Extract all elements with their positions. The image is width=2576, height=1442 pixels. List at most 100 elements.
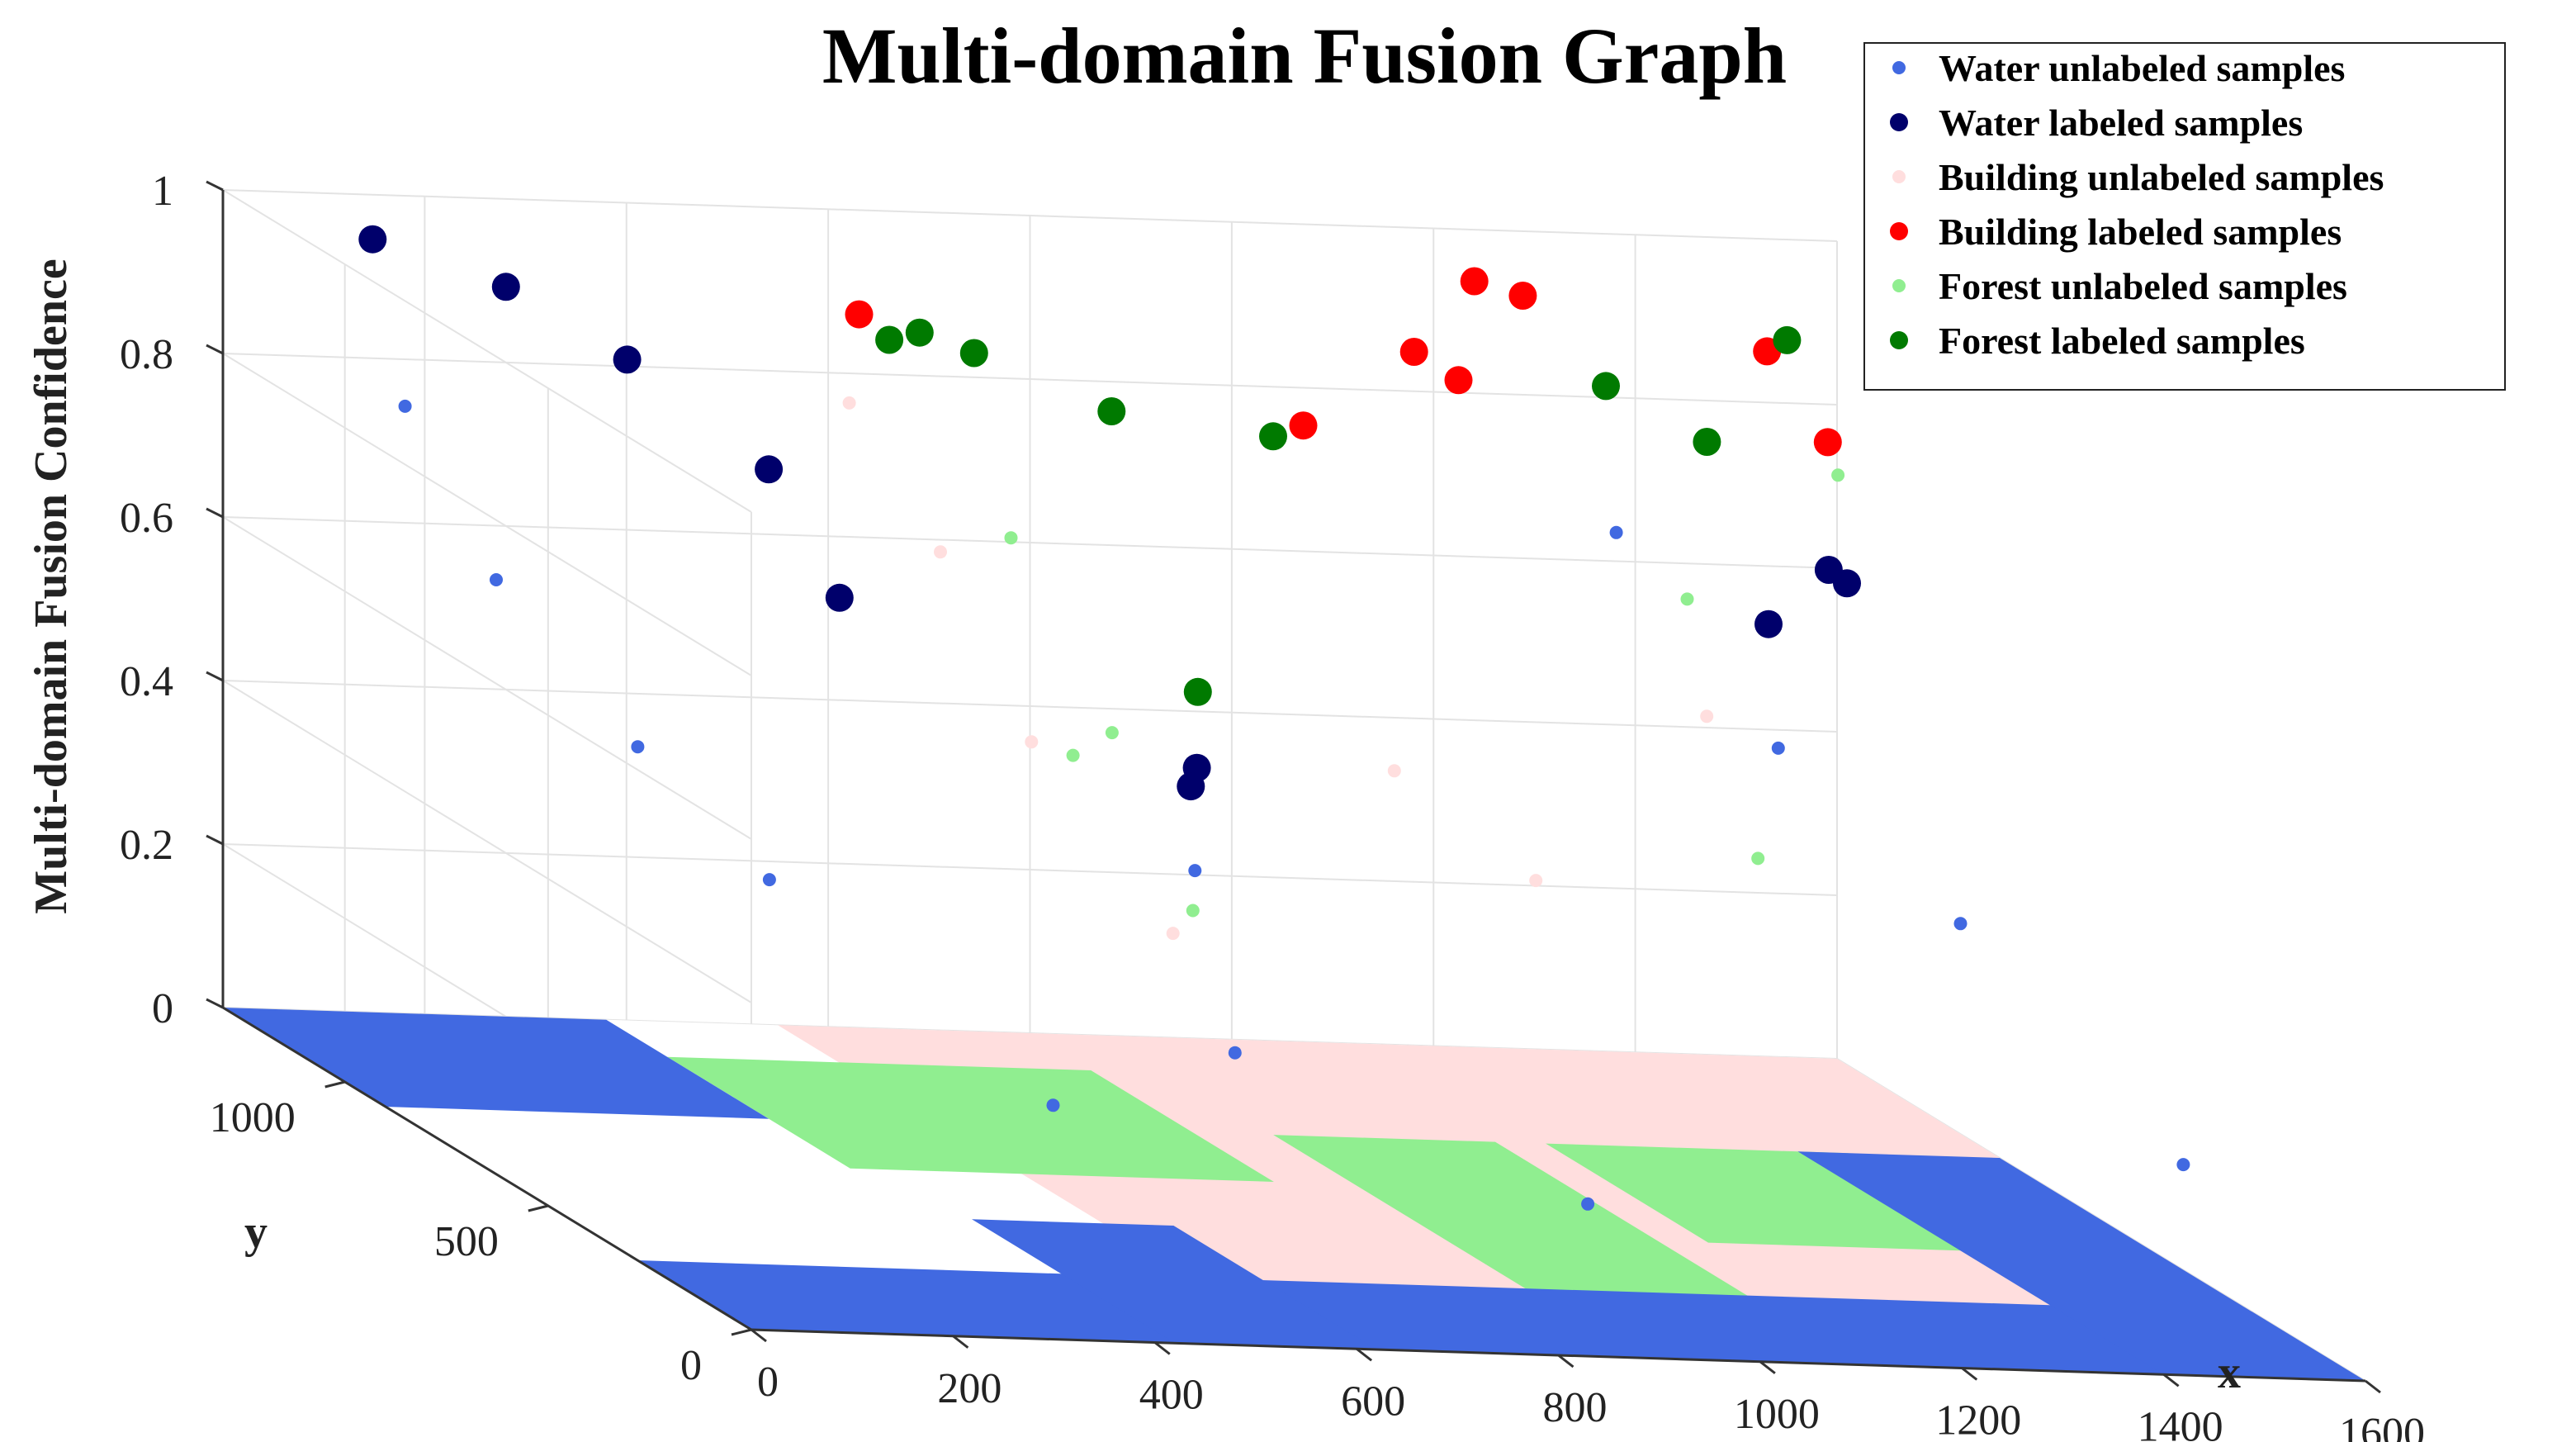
water-ground-region [972,1219,1377,1350]
forest-unlabeled-samples-point [1066,748,1080,762]
z-tick-label: 0.8 [120,331,173,378]
forest-unlabeled-samples-point [1105,726,1119,740]
legend-marker-forest-unlabeled-samples [1892,279,1906,292]
building-unlabeled-samples-point [934,545,947,559]
legend: Water unlabeled samples Water labeled sam… [1863,42,2506,391]
water-unlabeled-samples-point [490,573,503,586]
building-labeled-samples-point [1508,282,1537,310]
z-tick-label: 0.2 [120,822,173,869]
z-tick-mark [206,998,224,1009]
x-axis-label: x [2218,1347,2241,1398]
water-labeled-samples-point [613,345,642,374]
y-tick-label: 1000 [210,1094,296,1141]
water-labeled-samples-point [1754,610,1783,638]
building-labeled-samples-point [1460,267,1489,296]
legend-entry-building-labeled-samples: Building labeled samples [1939,211,2342,253]
chart-title: Multi-domain Fusion Graph [822,12,1787,100]
legend-marker-building-labeled-samples [1890,222,1908,240]
water-unlabeled-samples-point [1046,1098,1060,1112]
x-tick-label: 600 [1341,1378,1405,1425]
building-labeled-samples-point [1289,411,1318,440]
y-axis-line [222,1006,752,1331]
x-tick-label: 1000 [1734,1391,1820,1438]
water-unlabeled-samples-point [1581,1197,1595,1211]
forest-labeled-samples-point [1259,422,1287,451]
water-labeled-samples-point [491,273,520,301]
legend-entry-water-labeled-samples: Water labeled samples [1939,102,2303,144]
water-unlabeled-samples-point [1771,741,1785,755]
forest-unlabeled-samples-point [1831,468,1845,482]
water-unlabeled-samples-point [1228,1046,1242,1060]
legend-box [1863,42,2506,391]
z-tick-mark [206,180,224,192]
water-labeled-samples-point [755,455,784,484]
y-tick-label: 500 [434,1218,499,1265]
x-tick-mark [751,1328,767,1343]
forest-unlabeled-samples-point [1751,851,1765,866]
x-tick-mark [1153,1341,1171,1355]
water-labeled-samples-point [358,225,387,254]
z-axis-label: Multi-domain Fusion Confidence [26,259,77,913]
x-tick-label: 200 [937,1365,1002,1412]
x-tick-label: 1200 [1935,1397,2021,1442]
water-unlabeled-samples-point [398,399,412,413]
ground-surface-layer [223,1008,2366,1381]
z-tick-mark [206,507,224,519]
z-tick-label: 0.4 [120,658,173,705]
legend-entry-forest-unlabeled-samples: Forest unlabeled samples [1939,265,2347,307]
building-unlabeled-samples-point [1387,764,1401,778]
forest-labeled-samples-point [905,318,934,347]
forest-unlabeled-samples-point [1004,531,1018,545]
building-unlabeled-samples-point [1025,735,1039,749]
legend-entry-forest-labeled-samples: Forest labeled samples [1939,320,2305,362]
y-axis-label: y [244,1207,268,1258]
water-ground-region [637,1260,2366,1381]
building-unlabeled-samples-point [1166,927,1180,941]
x-tick-mark [952,1335,969,1349]
legend-marker-water-unlabeled-samples [1892,61,1906,74]
forest-labeled-samples-point [1773,325,1802,354]
forest-labeled-samples-point [1693,428,1721,456]
forest-labeled-samples-point [959,339,988,368]
forest-unlabeled-samples-point [1680,592,1694,606]
axis-layer: 0 200 400 600 800 1000 1200 1400 1600 0 500 1000 0 0.… [120,168,2425,1442]
building-labeled-samples-point [1399,338,1428,366]
building-labeled-samples-point [845,300,874,329]
y-tick-label: 0 [680,1342,702,1389]
x-tick-label: 1400 [2138,1403,2223,1442]
x-tick-mark [2365,1379,2381,1394]
building-unlabeled-samples-point [842,396,856,410]
y-tick-mark [528,1204,549,1212]
z-tick-mark [206,671,224,682]
z-tick-mark [206,344,224,355]
x-tick-mark [1356,1348,1373,1362]
legend-marker-forest-labeled-samples [1890,331,1908,349]
forest-labeled-samples-point [1097,397,1126,425]
forest-labeled-samples-point [1183,677,1212,706]
forest-ground-region [1273,1135,1759,1303]
x-tick-mark [1759,1360,1776,1374]
water-unlabeled-samples-point [1188,864,1202,878]
legend-entry-building-unlabeled-samples: Building unlabeled samples [1939,156,2384,198]
x-tick-label: 0 [757,1359,779,1406]
legend-marker-building-unlabeled-samples [1892,170,1906,183]
building-unlabeled-samples-point [1529,874,1543,888]
x-tick-mark [1961,1367,1978,1381]
forest-labeled-samples-point [1592,372,1620,401]
water-unlabeled-samples-point [1953,917,1968,931]
water-unlabeled-samples-point [1609,525,1623,539]
building-labeled-samples-point [1444,366,1473,395]
legend-marker-water-labeled-samples [1890,113,1908,131]
water-labeled-samples-point [1833,569,1861,598]
y-tick-mark [731,1328,752,1336]
z-tick-label: 1 [152,168,173,215]
building-unlabeled-samples-point [1700,709,1714,723]
z-tick-mark [206,834,224,846]
points-layer [358,225,2190,1211]
water-unlabeled-samples-point [631,740,645,754]
water-labeled-samples-point [1177,772,1205,801]
forest-ground-region [1546,1143,2011,1253]
x-tick-mark [1557,1354,1574,1368]
